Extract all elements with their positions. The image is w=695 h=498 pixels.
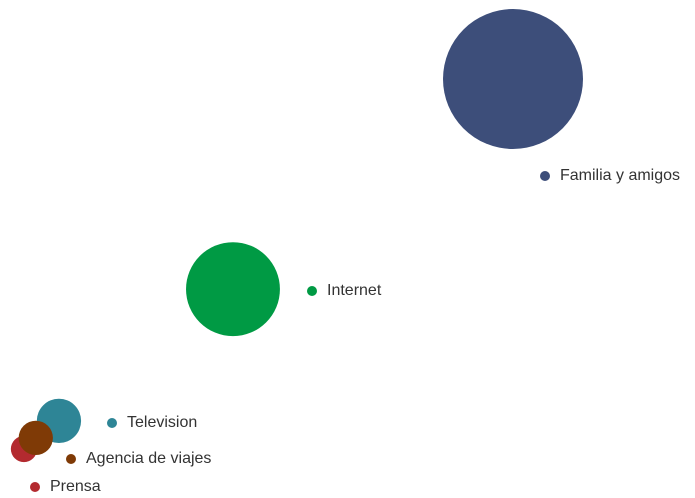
legend-dot — [66, 454, 76, 464]
bubble — [443, 9, 583, 149]
bubble-label: Prensa — [50, 478, 101, 495]
legend-dot — [307, 286, 317, 296]
bubble — [18, 420, 53, 456]
legend-dot — [30, 482, 40, 492]
legend-dot — [107, 418, 117, 428]
legend-dot — [540, 171, 550, 181]
bubble-label: Agencia de viajes — [86, 450, 211, 467]
bubble — [186, 242, 280, 337]
bubble-label: Television — [127, 414, 197, 431]
bubble-label: Internet — [327, 282, 382, 299]
bubble-label: Familia y amigos — [560, 167, 680, 184]
